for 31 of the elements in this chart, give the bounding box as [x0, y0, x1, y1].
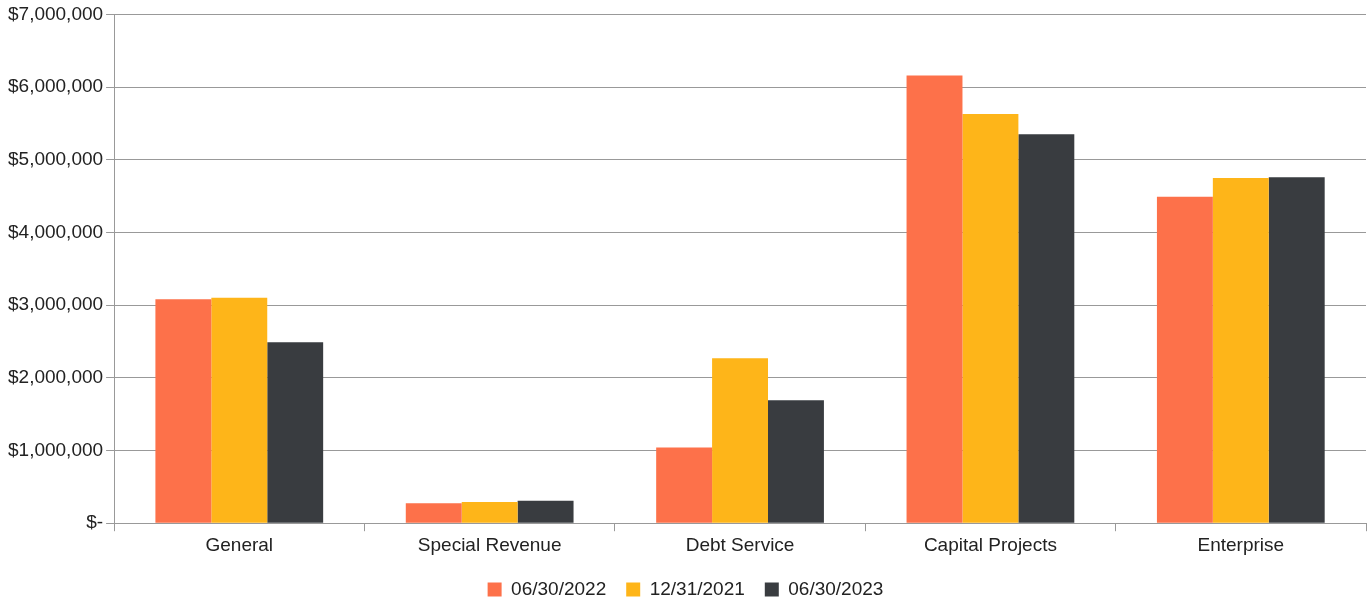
x-tick-label: General	[205, 533, 274, 555]
x-tick-label: Special Revenue	[417, 533, 562, 555]
y-tick-label: $2,000,000	[8, 366, 104, 388]
legend-label: 06/30/2022	[511, 577, 607, 599]
y-tick-label: $5,000,000	[8, 148, 104, 170]
x-tick-label: Enterprise	[1197, 533, 1285, 555]
bar	[962, 113, 1019, 523]
bar	[656, 447, 713, 523]
bar	[1212, 177, 1269, 523]
y-tick-label: $1,000,000	[8, 438, 104, 460]
y-tick-label: $3,000,000	[8, 293, 104, 315]
bar	[712, 358, 769, 523]
bar	[405, 503, 462, 523]
bar	[1268, 177, 1325, 523]
y-tick-label: $6,000,000	[8, 75, 104, 97]
bar	[155, 299, 212, 523]
x-tick-label: Capital Projects	[923, 533, 1057, 555]
y-tick-label: $4,000,000	[8, 220, 104, 242]
bar	[211, 297, 268, 523]
x-tick-label: Debt Service	[685, 533, 795, 555]
y-tick-label: $-	[86, 511, 104, 533]
legend-label: 06/30/2023	[788, 577, 884, 599]
bar	[517, 500, 574, 523]
bar	[267, 342, 324, 523]
bar	[461, 502, 518, 523]
bar	[1156, 196, 1213, 523]
bar	[1018, 134, 1075, 523]
legend-label: 12/31/2021	[649, 577, 745, 599]
bar	[906, 75, 963, 523]
bar	[768, 400, 824, 523]
y-tick-label: $7,000,000	[8, 2, 104, 24]
